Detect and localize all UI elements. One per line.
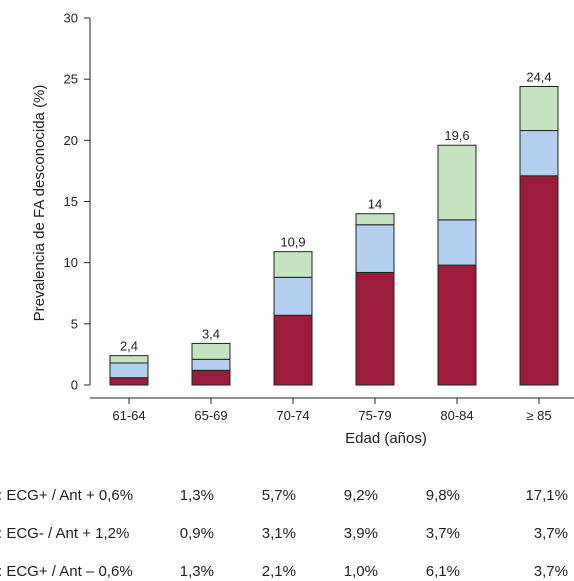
bar-total-label: 3,4 <box>202 326 220 341</box>
table-cell: 1,3% <box>180 487 214 504</box>
table-cell: 9,8% <box>426 487 460 504</box>
x-tick-label: 80-84 <box>440 408 473 423</box>
bar-segment <box>109 355 149 364</box>
bar-segment <box>191 369 231 386</box>
x-tick-label: 75-79 <box>358 408 391 423</box>
table-row-label: : ECG+ / Ant + 0,6% <box>0 487 133 504</box>
data-table: : ECG+ / Ant + 0,6% 1,3% 5,7% 9,2% 9,8% 17,1%… <box>0 487 568 580</box>
x-tick-label: 61-64 <box>112 408 145 423</box>
bar-total-label: 2,4 <box>120 339 138 354</box>
x-axis: 61-64 65-69 70-74 75-79 80-84 ≥ 85 <box>90 397 574 423</box>
table-cell: 1,3% <box>180 563 214 580</box>
y-tick-label: 20 <box>64 133 78 148</box>
table-cell: 0,9% <box>180 525 214 542</box>
bar-total-labels: 2,4 3,4 10,9 14 19,6 24,4 <box>120 70 552 354</box>
bar-segment <box>273 314 313 386</box>
bar-segment <box>191 358 231 371</box>
bar-segment <box>355 271 395 386</box>
y-tick-label: 30 <box>64 11 78 26</box>
y-tick-label: 25 <box>64 72 78 87</box>
bar-segment <box>519 175 559 386</box>
bar-segment <box>437 219 477 266</box>
table-cell: 9,2% <box>344 487 378 504</box>
bar-segment <box>355 213 395 226</box>
bar-segment <box>519 86 559 132</box>
table-row: : ECG+ / Ant – 0,6% 1,3% 2,1% 1,0% 6,1% 3,7% <box>0 563 568 580</box>
y-axis: 0 5 10 15 20 25 30 <box>64 11 91 393</box>
table-row: : ECG+ / Ant + 0,6% 1,3% 5,7% 9,2% 9,8% 17,1% <box>0 487 568 504</box>
y-axis-label: Prevalencia de FA desconocida (%) <box>31 85 48 322</box>
x-axis-label: Edad (años) <box>345 430 427 447</box>
table-row-label: : ECG+ / Ant – 0,6% <box>0 563 133 580</box>
bar-segment <box>273 251 313 278</box>
bar-segment <box>109 377 149 386</box>
bars <box>109 86 559 386</box>
table-cell: 5,7% <box>262 487 296 504</box>
table-row: : ECG- / Ant + 1,2% 0,9% 3,1% 3,9% 3,7% 3,7% <box>0 525 568 542</box>
table-cell: 3,7% <box>534 563 568 580</box>
x-tick-label: 65-69 <box>194 408 227 423</box>
bar-segment <box>437 264 477 386</box>
table-cell: 3,9% <box>344 525 378 542</box>
bar-total-label: 19,6 <box>444 128 469 143</box>
bar-total-label: 14 <box>368 197 382 212</box>
y-tick-label: 0 <box>71 378 78 393</box>
y-tick-label: 5 <box>71 316 78 331</box>
table-cell: 2,1% <box>262 563 296 580</box>
table-cell: 6,1% <box>426 563 460 580</box>
table-cell: 3,7% <box>534 525 568 542</box>
x-tick-label: ≥ 85 <box>526 408 551 423</box>
bar-segment <box>437 144 477 221</box>
table-cell: 3,7% <box>426 525 460 542</box>
bar-segment <box>109 362 149 379</box>
table-cell: 1,0% <box>344 563 378 580</box>
bar-segment <box>519 130 559 177</box>
x-tick-label: 70-74 <box>276 408 309 423</box>
y-tick-label: 10 <box>64 255 78 270</box>
bar-total-label: 10,9 <box>280 235 305 250</box>
bar-segment <box>191 342 231 360</box>
table-row-label: : ECG- / Ant + 1,2% <box>0 525 129 542</box>
y-tick-label: 15 <box>64 194 78 209</box>
table-cell: 17,1% <box>525 487 568 504</box>
table-cell: 3,1% <box>262 525 296 542</box>
bar-segment <box>355 224 395 273</box>
bar-total-label: 24,4 <box>526 70 551 85</box>
bar-segment <box>273 276 313 316</box>
